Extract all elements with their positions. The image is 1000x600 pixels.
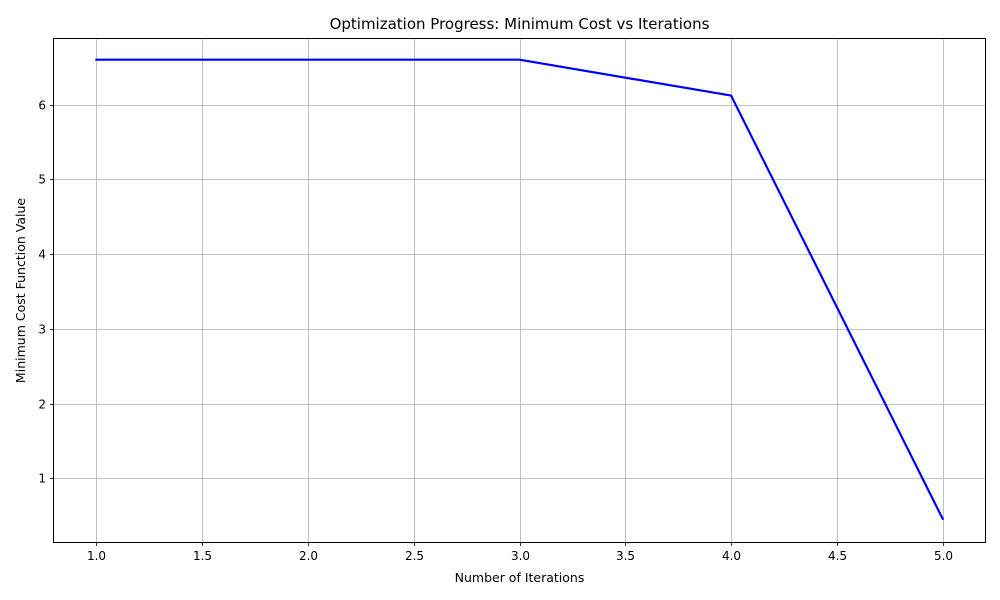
x-tick-label: 4.0 (722, 549, 741, 563)
y-tick-label: 3 (38, 323, 46, 337)
plot-frame (53, 38, 986, 543)
x-tick-label: 3.5 (616, 549, 635, 563)
x-axis-ticks: 1.0 1.5 2.0 2.5 3.0 3.5 4.0 4.5 5.0 (87, 542, 953, 563)
x-tick-label: 4.5 (828, 549, 847, 563)
series-layer (95, 58, 945, 521)
y-tick-label: 2 (38, 398, 46, 412)
y-axis-label: Minimum Cost Function Value (13, 198, 28, 383)
x-axis-label: Number of Iterations (455, 570, 585, 585)
x-tick-label: 2.5 (405, 549, 424, 563)
x-tick-label: 1.5 (193, 549, 212, 563)
x-tick-label: 5.0 (934, 549, 953, 563)
x-tick-label: 3.0 (511, 549, 530, 563)
y-tick-label: 4 (38, 248, 46, 262)
series-line (95, 58, 945, 521)
y-axis-ticks: 1 2 3 4 5 6 (38, 99, 54, 486)
x-tick-label: 1.0 (87, 549, 106, 563)
chart-title: Optimization Progress: Minimum Cost vs I… (330, 15, 710, 33)
y-tick-label: 6 (38, 99, 46, 113)
y-tick-label: 5 (38, 173, 46, 187)
grid-layer (54, 38, 985, 542)
x-tick-label: 2.0 (299, 549, 318, 563)
y-tick-label: 1 (38, 472, 46, 486)
